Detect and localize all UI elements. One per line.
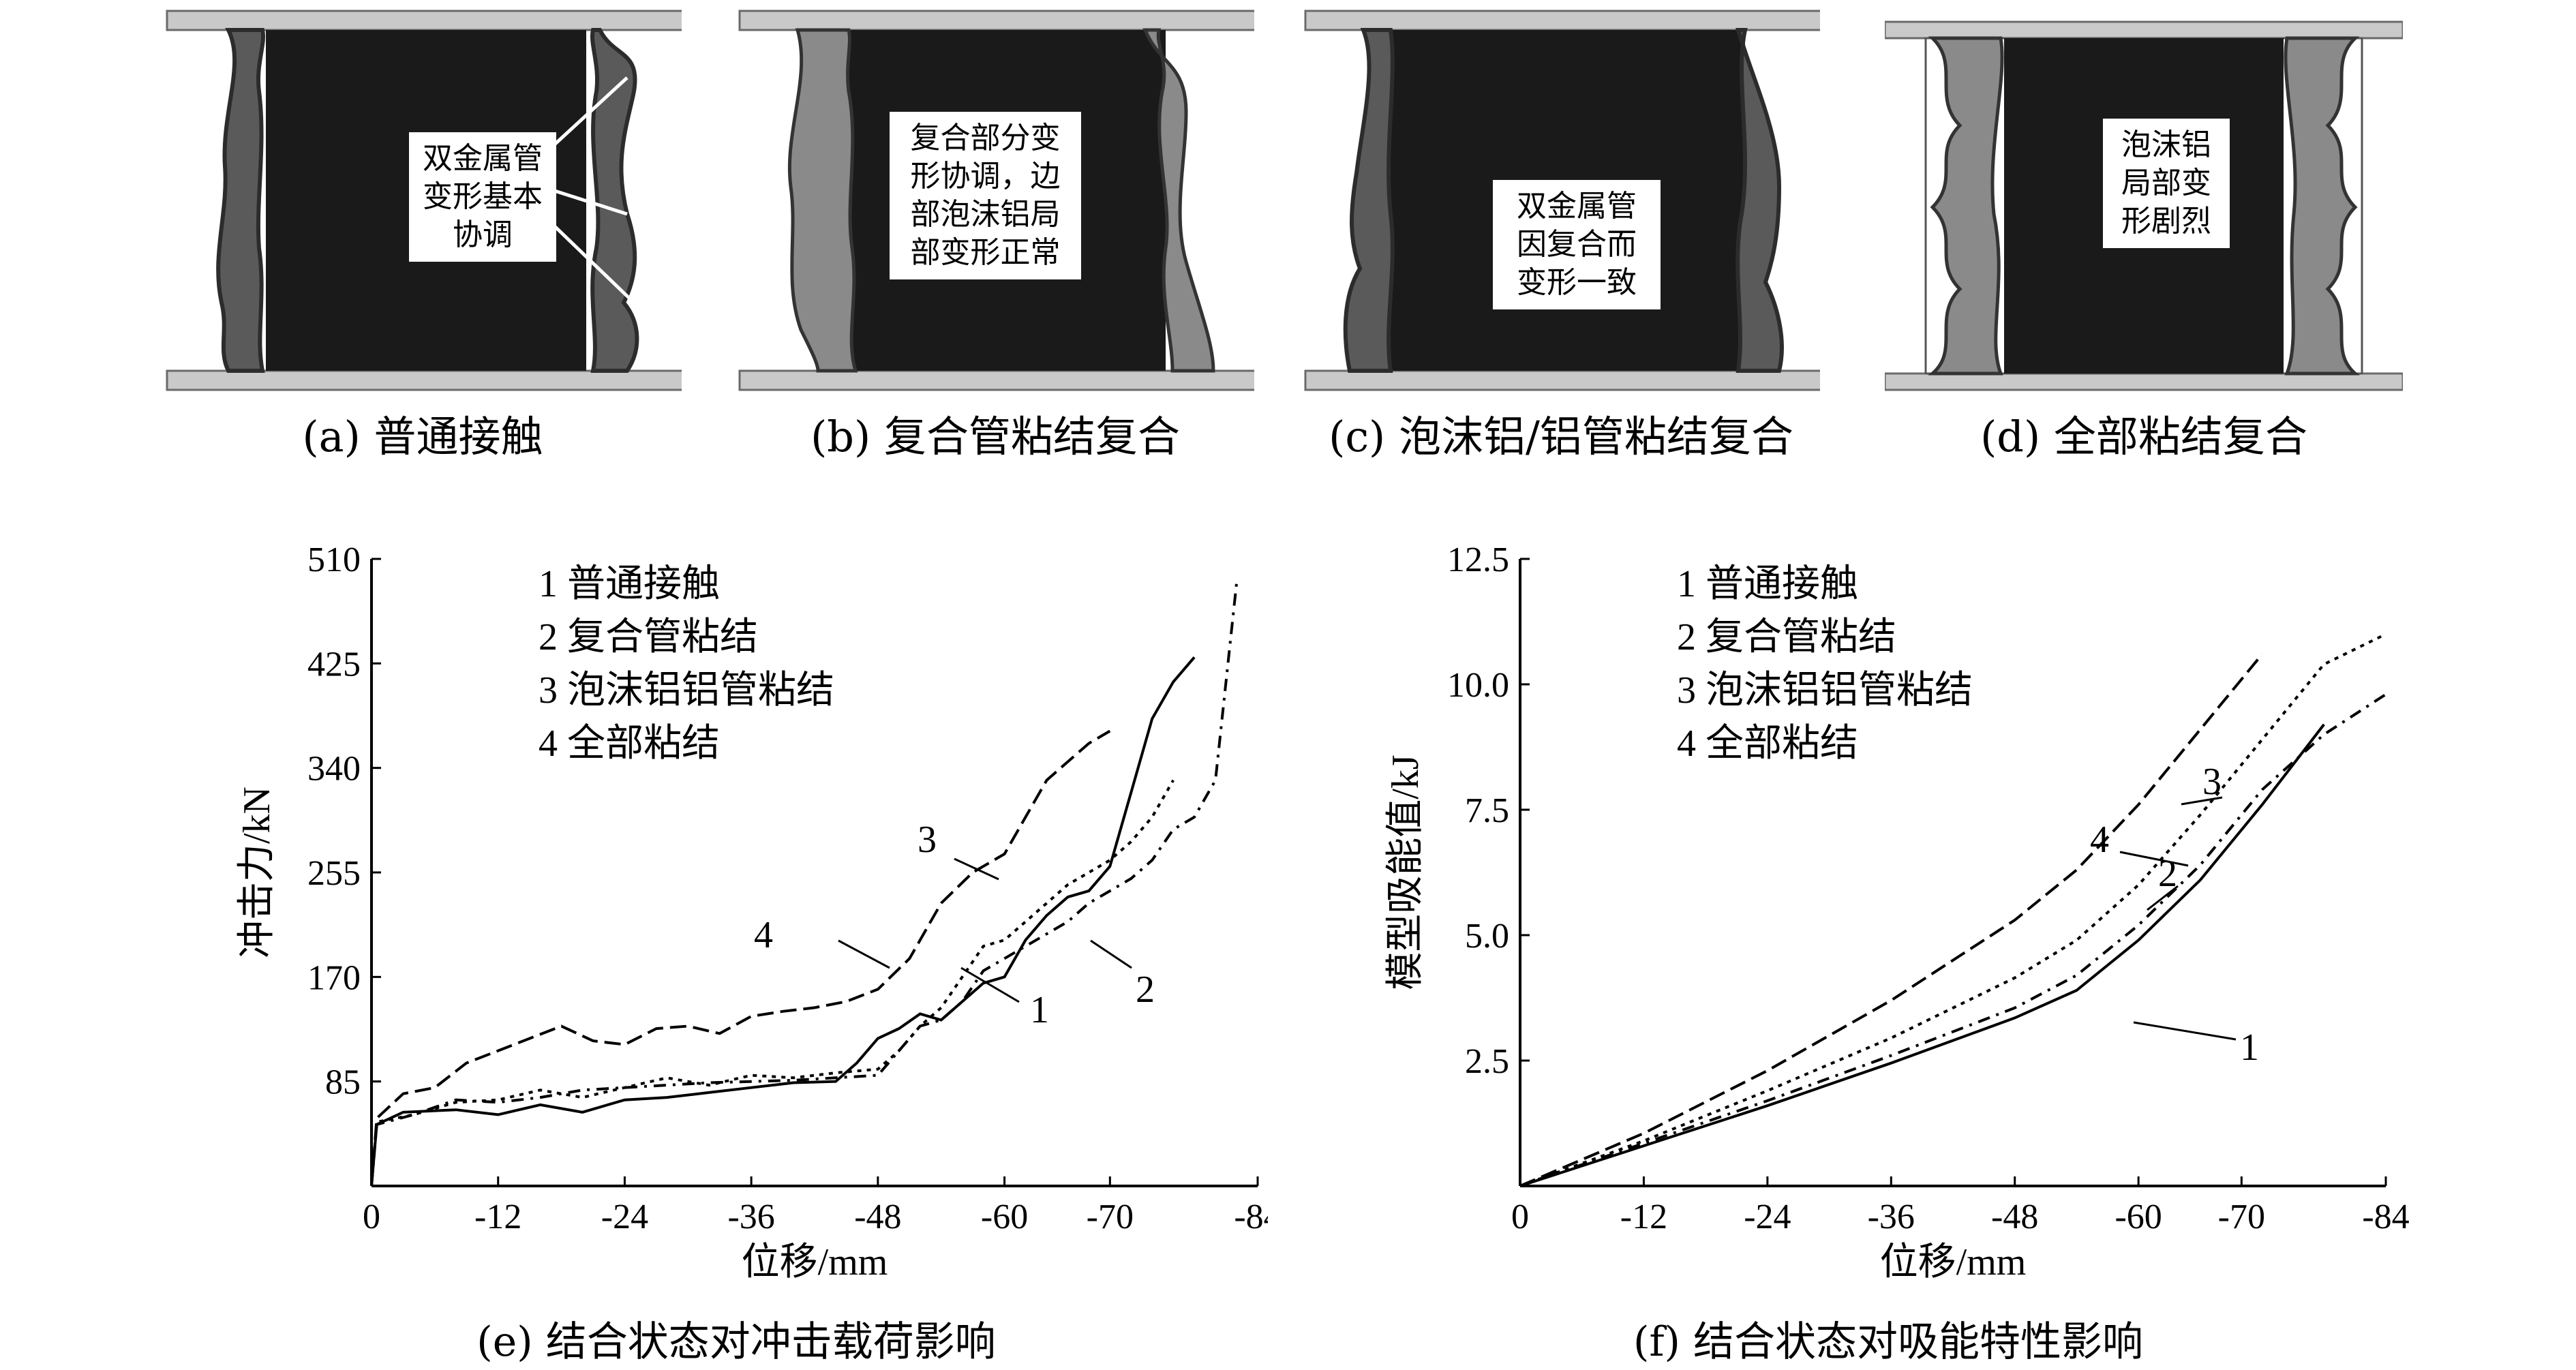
caption-f: (f) 结合状态对吸能特性影响 xyxy=(1633,1318,2144,1366)
y-tick-label: 425 xyxy=(307,645,361,684)
callout-label: 3 xyxy=(2202,761,2222,803)
callout-label: 4 xyxy=(754,914,773,956)
panel-b: 复合部分变 形协调，边 部泡沫铝局 部变形正常 xyxy=(736,10,1254,391)
y-tick-label: 340 xyxy=(307,750,361,789)
callout-leader xyxy=(1090,939,1132,969)
panel-a: 双金属管 变形基本 协调 xyxy=(164,10,682,391)
series-line-2 xyxy=(370,583,1238,1187)
y-tick-label: 7.5 xyxy=(1465,791,1509,830)
legend-entry: 2 复合管粘结 xyxy=(1677,616,1896,658)
panel-d: 泡沫铝 局部变 形剧烈 xyxy=(1885,10,2403,391)
caption-b: (b) 复合管粘结复合 xyxy=(810,412,1180,461)
y-tick-label: 255 xyxy=(307,854,361,893)
x-axis-label: 位移/mm xyxy=(742,1241,888,1283)
series-line-3 xyxy=(1519,633,2386,1187)
callout-label: 4 xyxy=(2090,819,2109,861)
callout-label: 3 xyxy=(918,819,937,861)
x-tick-label: -70 xyxy=(1087,1198,1134,1236)
callout-label: 1 xyxy=(1030,989,1049,1031)
x-tick-label: -24 xyxy=(601,1198,648,1236)
x-tick-label: -48 xyxy=(1991,1198,2038,1236)
x-tick-label: -70 xyxy=(2218,1198,2265,1236)
series-line-4 xyxy=(370,729,1111,1187)
x-tick-label: -84 xyxy=(2362,1198,2409,1236)
panel-c-annotation: 双金属管 因复合而 变形一致 xyxy=(1493,180,1661,309)
caption-a: (a) 普通接触 xyxy=(302,412,543,461)
y-tick-label: 85 xyxy=(325,1063,361,1102)
x-tick-label: -24 xyxy=(1744,1198,1791,1236)
chart-f-svg: 0 -12 -24 -36 -48 -60 -70 -84 2.5 5.0 7.5 10.0 12.5 位… xyxy=(1384,541,2410,1283)
y-tick-label: 510 xyxy=(307,541,361,579)
caption-c: (c) 泡沫铝/铝管粘结复合 xyxy=(1329,412,1793,461)
series-line-2 xyxy=(1519,693,2387,1187)
panel-d-annotation: 泡沫铝 局部变 形剧烈 xyxy=(2103,119,2230,248)
series-line-1 xyxy=(1519,723,2325,1187)
callout-leader xyxy=(838,939,890,969)
series-line-4 xyxy=(1519,653,2264,1187)
callout-leader xyxy=(2119,851,2189,867)
panel-c: 双金属管 因复合而 变形一致 xyxy=(1302,10,1820,391)
caption-e: (e) 结合状态对冲击载荷影响 xyxy=(476,1318,996,1366)
chart-f: 0 -12 -24 -36 -48 -60 -70 -84 2.5 5.0 7.5 10.0 12.5 位… xyxy=(1357,532,2420,1350)
callout-label: 2 xyxy=(2158,853,2177,895)
legend-entry: 2 复合管粘结 xyxy=(539,616,758,658)
callout-leader xyxy=(954,857,999,881)
x-tick-label: 0 xyxy=(363,1198,380,1236)
legend-entry: 3 泡沫铝铝管粘结 xyxy=(1677,669,1973,712)
x-tick-label: -36 xyxy=(727,1198,774,1236)
x-tick-label: -12 xyxy=(1620,1198,1667,1236)
legend-entry: 1 普通接触 xyxy=(539,563,720,605)
chart-e: 0 -12 -24 -36 -48 -60 -70 -84 85 170 255 340 425 510 位… xyxy=(204,532,1282,1350)
callout-leader xyxy=(2181,796,2223,806)
y-tick-label: 10.0 xyxy=(1447,666,1509,705)
legend-entry: 1 普通接触 xyxy=(1677,563,1858,605)
x-axis-label: 位移/mm xyxy=(1880,1241,2027,1283)
y-tick-label: 2.5 xyxy=(1465,1042,1509,1081)
y-tick-label: 12.5 xyxy=(1447,541,1509,579)
callout-leader xyxy=(2147,885,2179,911)
panel-b-annotation: 复合部分变 形协调，边 部泡沫铝局 部变形正常 xyxy=(890,112,1081,279)
callout-leader xyxy=(960,966,1020,1003)
y-axis-label: 冲击力/kN xyxy=(236,787,278,958)
chart-e-svg: 0 -12 -24 -36 -48 -60 -70 -84 85 170 255 340 425 510 位… xyxy=(236,541,1282,1283)
panel-c-drawing xyxy=(1304,10,1820,391)
x-tick-label: -60 xyxy=(981,1198,1028,1236)
x-tick-label: -84 xyxy=(1234,1198,1268,1236)
legend-entry: 3 泡沫铝铝管粘结 xyxy=(539,669,834,712)
callout-label: 1 xyxy=(2240,1026,2259,1069)
callout-label: 2 xyxy=(1136,969,1155,1011)
series-line-3 xyxy=(370,779,1175,1187)
y-axis-label: 模型吸能值/kJ xyxy=(1384,755,1427,990)
x-tick-label: -12 xyxy=(474,1198,521,1236)
legend-entry: 4 全部粘结 xyxy=(1677,722,1858,765)
panel-a-annotation: 双金属管 变形基本 协调 xyxy=(409,132,556,262)
x-tick-label: -48 xyxy=(854,1198,901,1236)
y-tick-label: 5.0 xyxy=(1465,917,1509,956)
x-tick-label: 0 xyxy=(1511,1198,1529,1236)
x-tick-label: -60 xyxy=(2115,1198,2162,1236)
y-tick-label: 170 xyxy=(307,958,361,997)
caption-d: (d) 全部粘结复合 xyxy=(1980,412,2307,461)
legend-entry: 4 全部粘结 xyxy=(539,722,720,765)
series-line-1 xyxy=(370,656,1196,1187)
x-tick-label: -36 xyxy=(1868,1198,1915,1236)
callout-leader xyxy=(2133,1021,2237,1041)
